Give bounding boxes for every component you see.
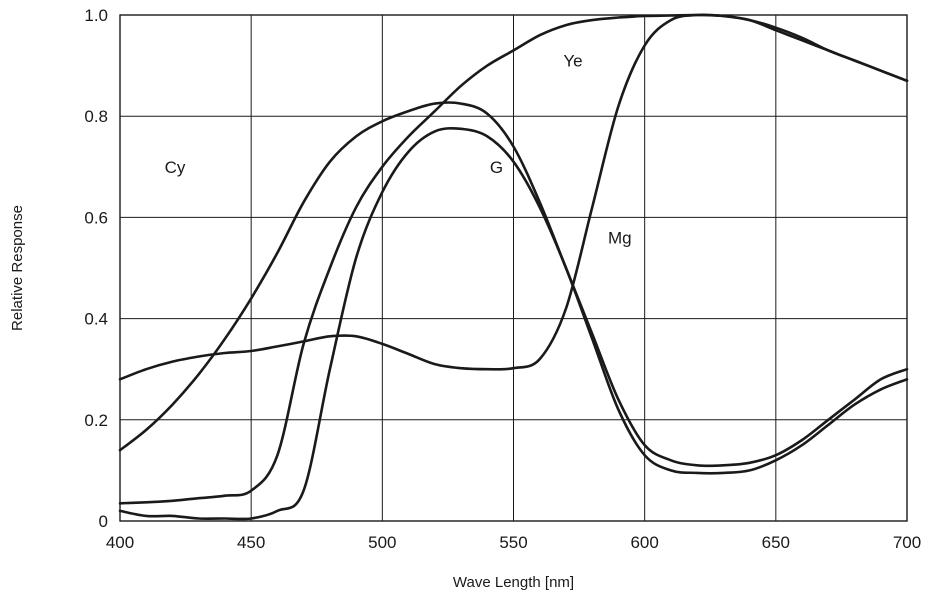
series-line-cy [118, 101, 909, 468]
series-labels: Cy G Ye Mg [165, 52, 632, 248]
x-tick-500: 500 [368, 533, 396, 552]
series-label-mg: Mg [608, 229, 632, 248]
y-axis-ticks: 0 0.2 0.4 0.6 0.8 1.0 [84, 6, 108, 531]
series-line-g [118, 126, 909, 521]
x-tick-400: 400 [106, 533, 134, 552]
y-tick-0.8: 0.8 [84, 107, 108, 126]
x-tick-450: 450 [237, 533, 265, 552]
x-tick-600: 600 [630, 533, 658, 552]
y-tick-0.2: 0.2 [84, 411, 108, 430]
series-line-ye [118, 13, 909, 505]
x-axis-ticks: 400 450 500 550 600 650 700 [106, 533, 921, 552]
y-tick-0: 0 [99, 512, 108, 531]
plot-frame [119, 14, 908, 522]
series-label-ye: Ye [563, 52, 582, 71]
y-tick-0.4: 0.4 [84, 310, 108, 329]
x-tick-650: 650 [762, 533, 790, 552]
gridlines [119, 14, 908, 522]
series-label-cy: Cy [165, 158, 186, 177]
x-tick-700: 700 [893, 533, 921, 552]
x-tick-550: 550 [499, 533, 527, 552]
y-tick-0.6: 0.6 [84, 208, 108, 227]
series-label-g: G [490, 158, 503, 177]
x-axis-label: Wave Length [nm] [453, 574, 574, 591]
y-tick-1.0: 1.0 [84, 6, 108, 25]
series-curves [118, 13, 909, 521]
series-line-mg [118, 13, 909, 381]
y-axis-label: Relative Response [9, 205, 26, 331]
